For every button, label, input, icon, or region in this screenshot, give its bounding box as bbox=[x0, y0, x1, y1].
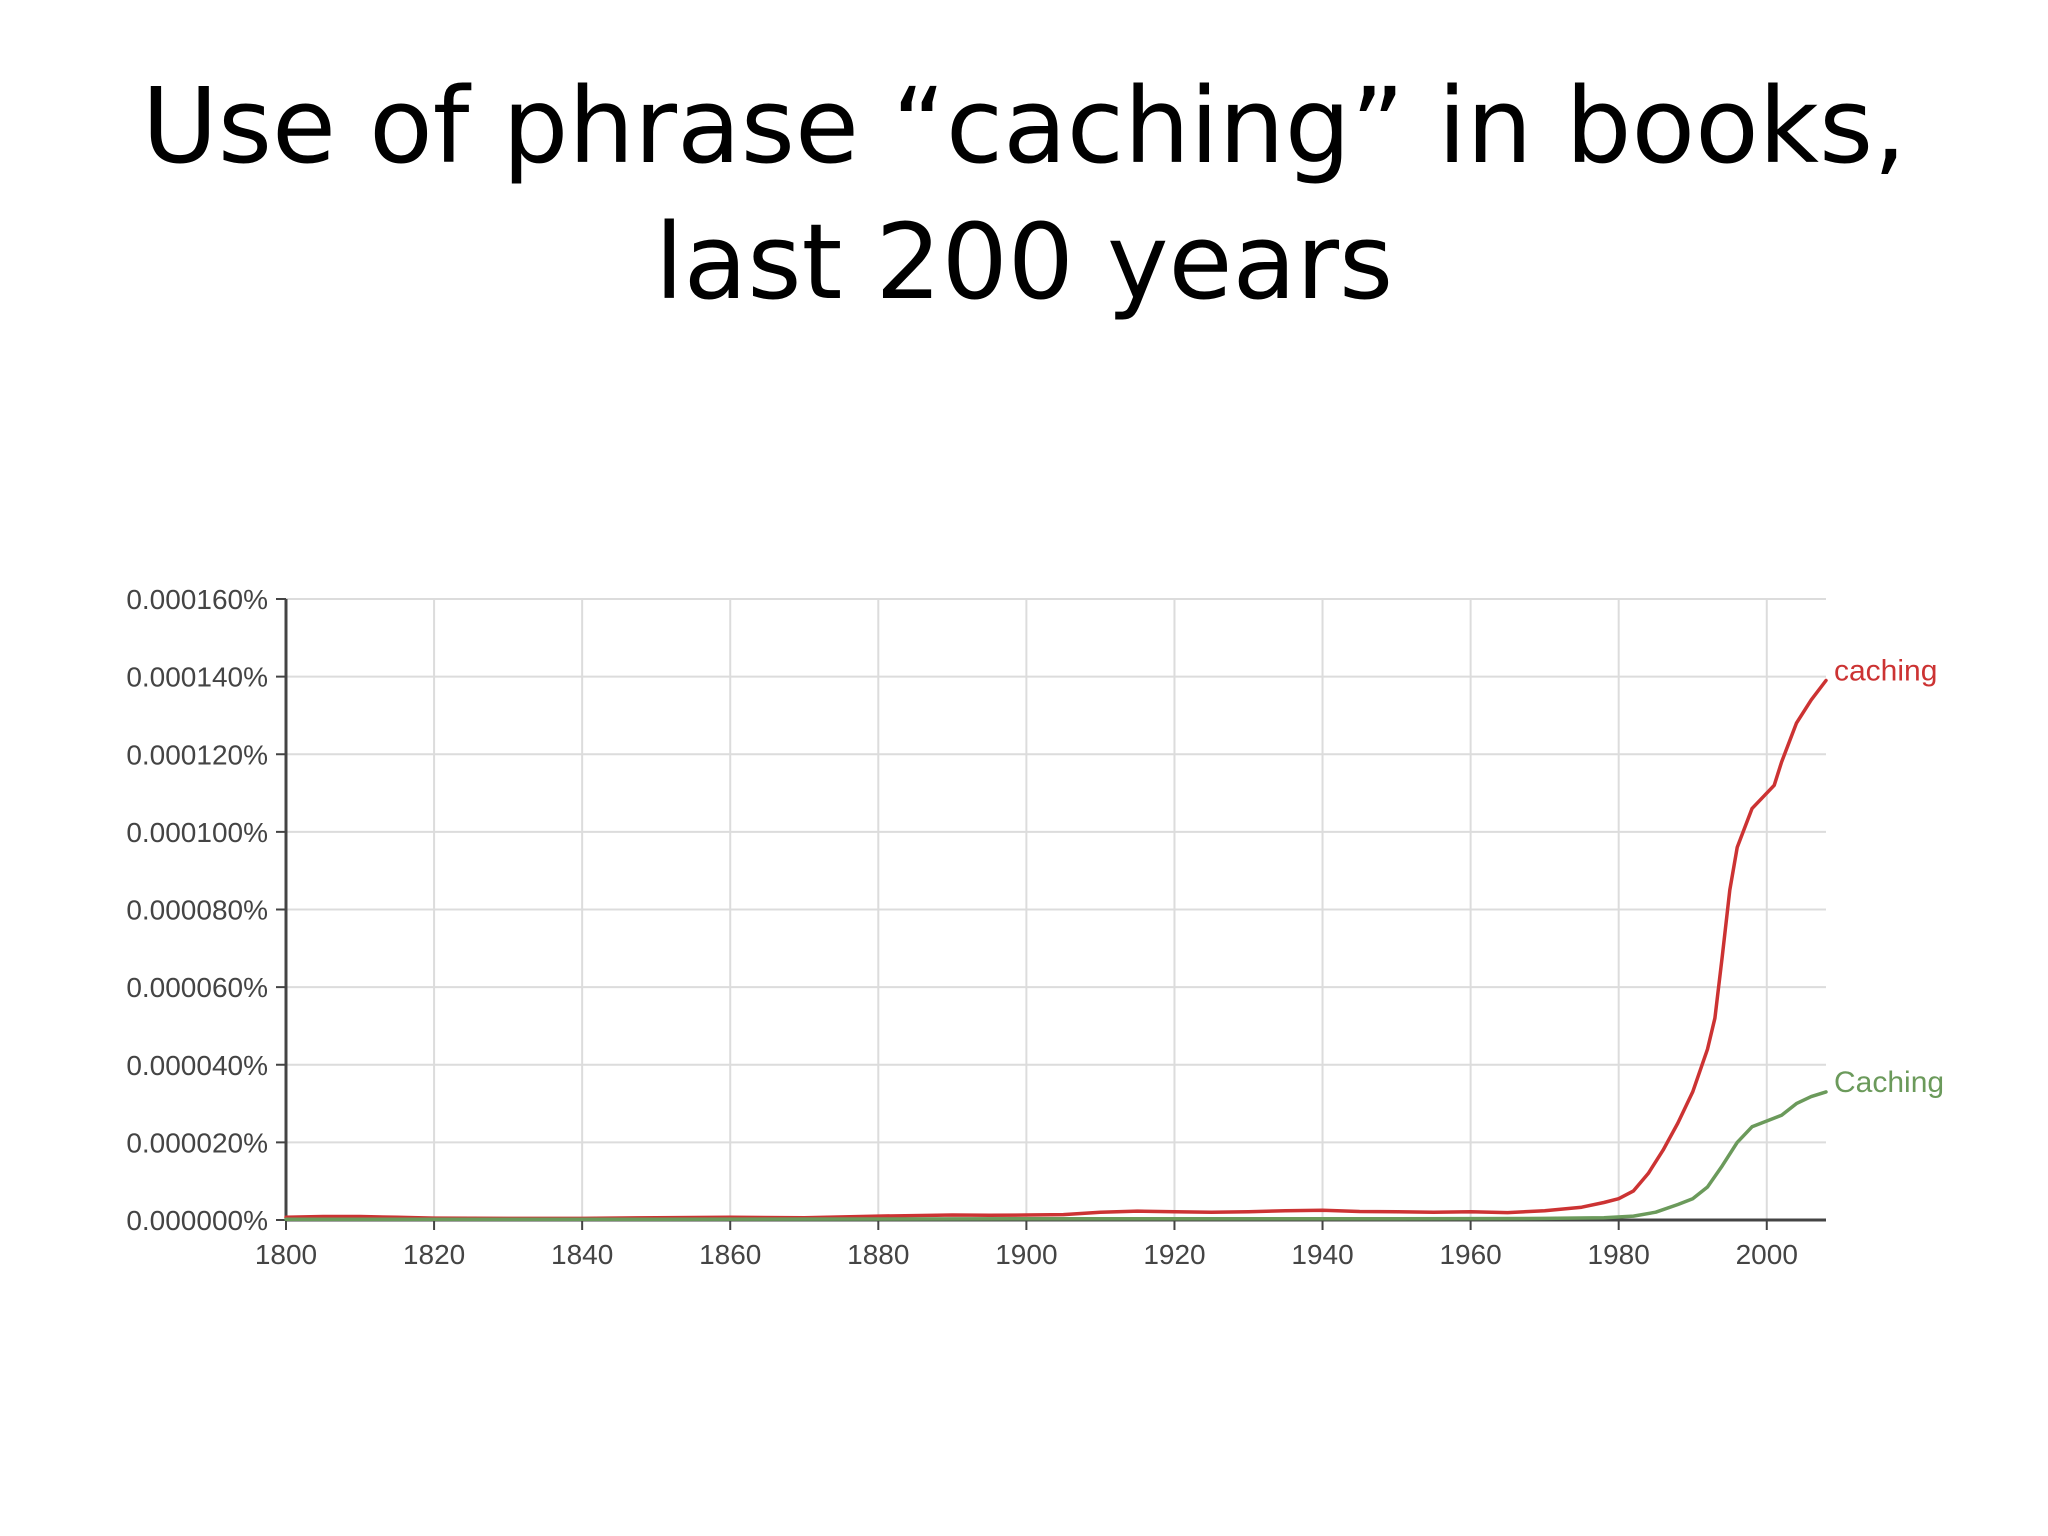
x-tick-label: 1900 bbox=[995, 1239, 1057, 1270]
series-line-caching-0 bbox=[284, 678, 1828, 1221]
series-lines bbox=[284, 678, 1828, 1221]
y-tick-label: 0.000140% bbox=[126, 662, 268, 693]
y-tick-label: 0.000160% bbox=[126, 584, 268, 615]
tick-labels: 0.000160% 0.000140% 0.000120% 0.000100% 0.00… bbox=[126, 584, 1798, 1270]
y-tick-label: 0.000040% bbox=[126, 1050, 268, 1081]
series-label: Caching bbox=[1834, 1066, 1944, 1099]
x-tick-label: 2000 bbox=[1736, 1239, 1798, 1270]
x-tick-label: 1920 bbox=[1143, 1239, 1205, 1270]
series-line-caching-1 bbox=[284, 1090, 1828, 1221]
x-tick-label: 1880 bbox=[847, 1239, 909, 1270]
grid-lines bbox=[286, 598, 1826, 1221]
series-labels: caching Caching bbox=[1834, 655, 1944, 1099]
series-label: caching bbox=[1834, 655, 1937, 688]
y-tick-label: 0.000080% bbox=[126, 895, 268, 926]
x-tick-label: 1860 bbox=[699, 1239, 761, 1270]
x-tick-label: 1960 bbox=[1439, 1239, 1501, 1270]
y-tick-label: 0.000100% bbox=[126, 817, 268, 848]
slide-title: Use of phrase “caching” in books, last 2… bbox=[141, 65, 1907, 323]
x-tick-label: 1980 bbox=[1588, 1239, 1650, 1270]
y-tick-label: 0.000000% bbox=[126, 1205, 268, 1236]
x-tick-label: 1800 bbox=[255, 1239, 317, 1270]
y-tick-label: 0.000020% bbox=[126, 1127, 268, 1158]
chart-axes bbox=[276, 598, 1826, 1230]
y-tick-label: 0.000060% bbox=[126, 972, 268, 1003]
y-tick-label: 0.000120% bbox=[126, 739, 268, 770]
x-tick-label: 1840 bbox=[551, 1239, 613, 1270]
x-tick-label: 1940 bbox=[1291, 1239, 1353, 1270]
x-tick-label: 1820 bbox=[403, 1239, 465, 1270]
